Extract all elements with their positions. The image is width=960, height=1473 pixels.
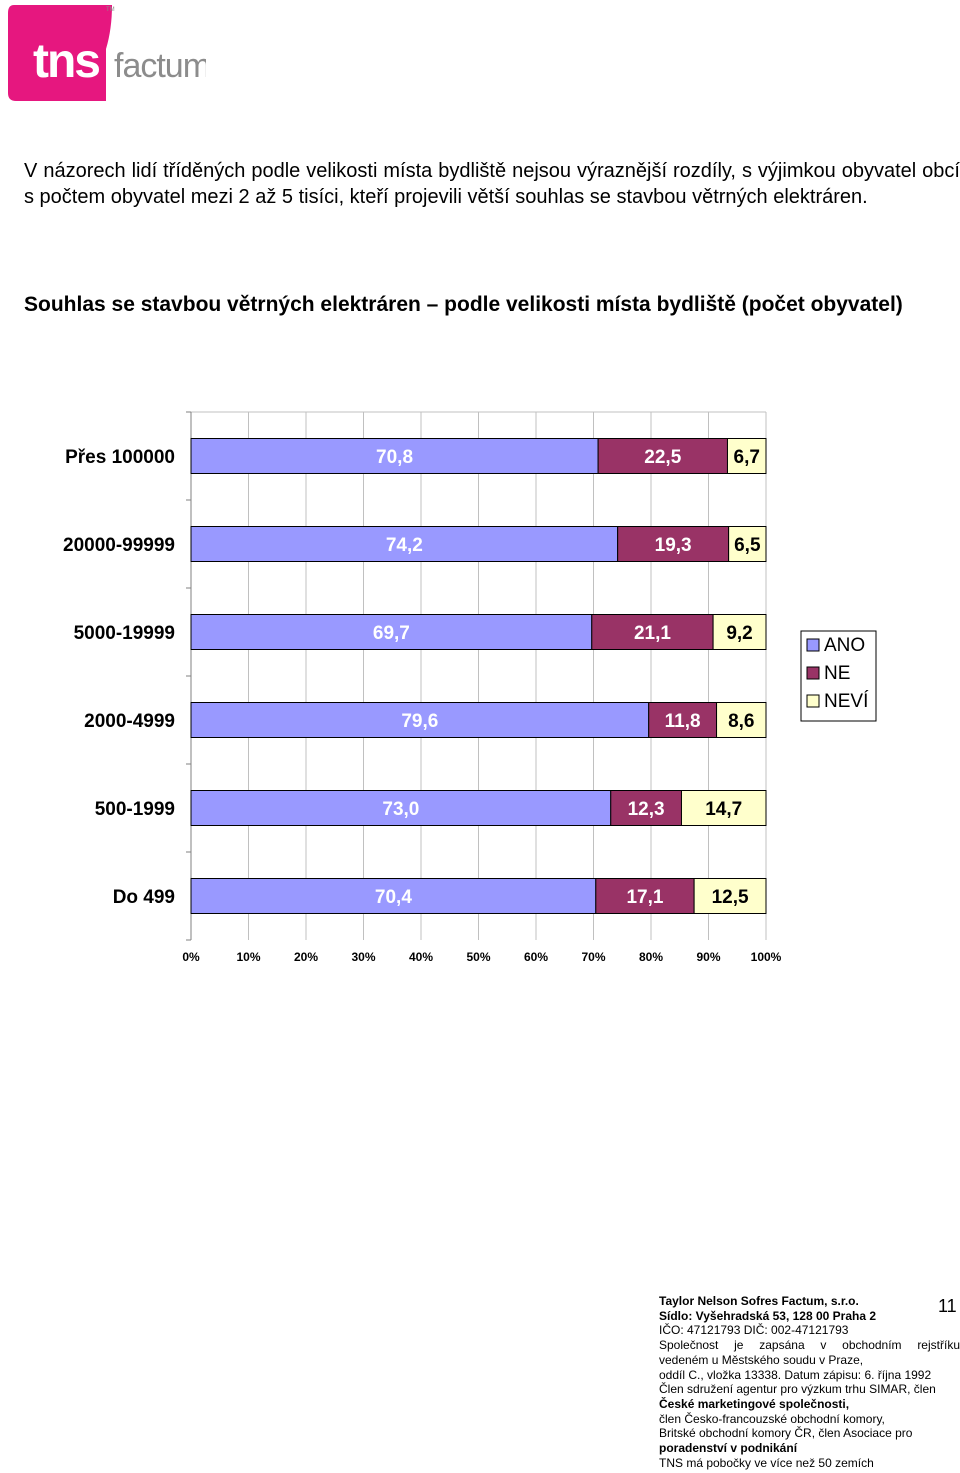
x-tick-label: 80% [639,950,663,964]
bar-segment-neví [712,614,767,650]
legend-swatch-neví [806,694,820,708]
footer-membership-2: České marketingové společnosti, [659,1396,850,1411]
data-label: 12,3 [628,799,665,820]
data-label: 79,6 [401,711,438,732]
footer-section: oddíl C., vložka 13338. Datum zápisu: 6.… [659,1367,932,1382]
bar-segment-ne [617,526,730,562]
bar-segment-ne [591,614,714,650]
category-label: 5000-19999 [74,623,175,644]
x-tick-label: 20% [294,950,318,964]
data-label: 6,7 [734,447,760,468]
footer-company-name: Taylor Nelson Sofres Factum, s.r.o. [659,1294,859,1308]
x-tick-label: 0% [182,950,200,964]
logo-mark-text: tns [33,35,99,88]
bar-segment-ano [190,526,619,562]
footer-membership-4: Britské obchodní komory ČR, člen Asociac… [659,1426,913,1441]
data-label: 9,2 [726,623,752,644]
footer-address: Sídlo: Vyšehradská 53, 128 00 Praha 2 [659,1308,877,1323]
legend-swatch-ne [806,666,820,680]
data-label: 74,2 [386,535,423,556]
bar-segment-ne [597,438,728,474]
data-label: 19,3 [655,535,692,556]
data-label: 12,5 [712,887,749,908]
intro-paragraph: V názorech lidí tříděných podle velikost… [24,158,960,210]
category-label: 20000-99999 [63,535,175,556]
category-label: Do 499 [113,887,175,908]
bar-segment-neví [693,878,767,914]
bar-segment-ano [190,438,599,474]
x-tick-label: 90% [696,950,720,964]
data-label: 14,7 [705,799,742,820]
bar-segment-neví [680,790,767,826]
x-tick-label: 40% [409,950,433,964]
x-tick-label: 30% [351,950,375,964]
bar-segment-ano [190,790,612,826]
data-label: 70,4 [375,887,412,908]
logo-mark [8,5,112,101]
bar-segment-neví [728,526,767,562]
x-tick-label: 50% [466,950,490,964]
category-label: 2000-4999 [84,711,175,732]
footer-court: vedeném u Městského soudu v Praze, [659,1352,864,1367]
category-label: 500-1999 [95,799,175,820]
footer-membership-5: poradenství v podnikání [659,1441,798,1456]
page-number: 11 [938,1296,957,1316]
category-label: Přes 100000 [65,447,175,468]
footer-membership-3: člen Česko-francouzské obchodní komory, [659,1411,885,1426]
legend-label: NE [824,663,850,684]
data-label: 22,5 [644,447,681,468]
bar-segment-ano [190,878,597,914]
footer-membership-1: Člen sdružení agentur pro výzkum trhu SI… [659,1382,936,1397]
x-tick-label: 10% [236,950,260,964]
logo-wordmark: factum [114,47,206,85]
intro-text: V názorech lidí tříděných podle velikost… [24,160,960,208]
chart-heading: Souhlas se stavbou větrných elektráren –… [24,293,903,316]
data-label: 70,8 [376,447,413,468]
company-footer: Taylor Nelson Sofres Factum, s.r.o. Sídl… [659,1294,960,1470]
data-label: 69,7 [373,623,410,644]
bar-segment-ano [190,614,593,650]
footer-branches: TNS má pobočky ve více než 50 zemích [659,1455,874,1470]
data-label: 17,1 [626,887,663,908]
data-label: 6,5 [734,535,761,556]
x-tick-label: 70% [581,950,605,964]
data-label: 73,0 [382,799,419,820]
legend-label: NEVÍ [824,691,869,712]
data-label: 21,1 [634,623,671,644]
stacked-bar-chart: 70,8 22,5 6,7 Přes 100000 74,2 19,3 6,5 20000-9… [63,411,877,964]
legend-label: ANO [824,635,865,656]
tns-factum-logo: tns factum TM [6,3,206,103]
footer-registration: Společnost je zapsána v obchodním rejstř… [659,1338,960,1353]
footer-ids: IČO: 47121793 DIČ: 002-47121793 [659,1323,849,1338]
bar-segment-neví [726,438,767,474]
legend-swatch-ano [806,638,820,652]
x-tick-label: 100% [751,950,782,964]
data-label: 8,6 [728,711,754,732]
bar-segment-neví [716,702,767,738]
logo-trademark: TM [106,7,115,13]
data-label: 11,8 [665,711,701,732]
x-tick-label: 60% [524,950,548,964]
